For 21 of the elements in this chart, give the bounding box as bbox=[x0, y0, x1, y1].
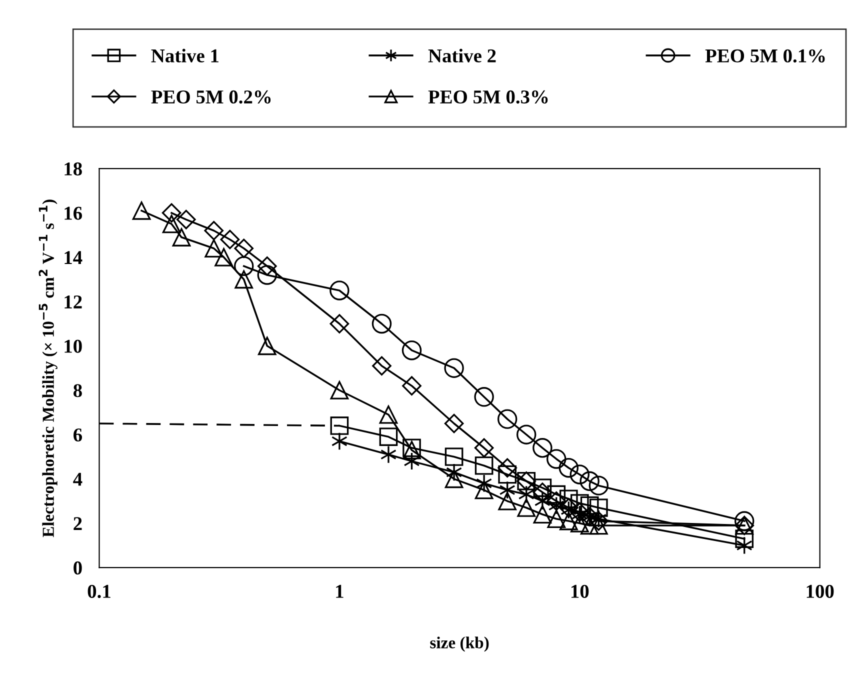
x-axis-title: size (kb) bbox=[430, 636, 489, 652]
x-tick-label: 100 bbox=[806, 584, 834, 598]
legend-label: PEO 5M 0.3% bbox=[428, 90, 548, 104]
y-tick-label: 18 bbox=[64, 162, 82, 176]
y-tick-label: 10 bbox=[64, 340, 82, 353]
text: Electrophoretic Mobility (× 10$^{−5}$ cm$^{2}$ V$^{−1}$ s$^{−1}$) bbox=[38, 200, 58, 538]
y-tick-label: 0 bbox=[74, 561, 82, 575]
y-tick-label: 14 bbox=[64, 251, 82, 264]
x-tick-label: 1 bbox=[336, 584, 344, 598]
legend-label: Native 2 bbox=[428, 48, 496, 62]
x-tick-label: 10 bbox=[571, 584, 589, 598]
legend-label: PEO 5M 0.1% bbox=[705, 49, 825, 63]
y-tick-label: 2 bbox=[74, 517, 82, 530]
x-tick-label: 0.1 bbox=[88, 584, 110, 598]
legend-label: PEO 5M 0.2% bbox=[151, 90, 271, 104]
y-tick-label: 4 bbox=[73, 472, 82, 486]
y-tick-label: 16 bbox=[64, 206, 82, 220]
y-tick-label: 8 bbox=[74, 384, 82, 398]
y-tick-label: 6 bbox=[74, 428, 82, 442]
legend-label: Native 1 bbox=[151, 48, 218, 62]
y-tick-label: 12 bbox=[64, 295, 82, 308]
